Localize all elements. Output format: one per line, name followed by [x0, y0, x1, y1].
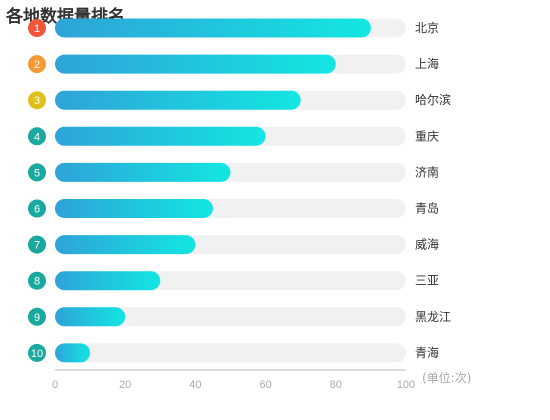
- category-label: 北京: [415, 21, 439, 35]
- category-label: 青海: [415, 345, 439, 360]
- rank-number: 7: [34, 240, 40, 252]
- rank-badge: [28, 271, 46, 290]
- bar-8: [55, 271, 161, 291]
- x-tick-label: 100: [397, 379, 415, 391]
- category-label: 上海: [415, 56, 439, 71]
- bar-track: [55, 343, 406, 363]
- bar-row: 5 济南: [28, 162, 439, 182]
- bar-row: 6 青岛: [28, 199, 439, 218]
- bar-1: [55, 18, 371, 38]
- bar-rows: 1 北京 2 上海 3 哈尔滨 4 重庆 5 济南 6 青岛 7 威海 8 三亚 9 黑龙江 10 青海: [28, 18, 451, 363]
- bar-row: 3 哈尔滨: [28, 90, 451, 110]
- category-label: 重庆: [415, 129, 439, 143]
- rank-badge: [28, 127, 46, 146]
- rank-number: 9: [34, 312, 40, 324]
- rank-badge: [28, 199, 46, 218]
- category-label: 济南: [415, 164, 439, 179]
- bar-3: [55, 90, 301, 110]
- rank-number: 10: [31, 348, 43, 360]
- category-label: 威海: [415, 237, 439, 252]
- rank-badge: [28, 19, 46, 37]
- x-tick-label: 60: [259, 379, 271, 391]
- rank-number: 6: [34, 204, 40, 216]
- rank-number: 1: [34, 23, 40, 35]
- bar-5: [55, 162, 231, 182]
- rank-number: 4: [34, 131, 40, 143]
- x-axis-ticks: 0 20 40 60 80 100: [52, 379, 415, 391]
- x-tick-label: 40: [189, 379, 201, 391]
- category-label: 青岛: [415, 201, 439, 216]
- bar-row: 10 青海: [28, 343, 439, 363]
- bar-4: [55, 126, 266, 146]
- bar-track: [55, 307, 406, 327]
- rank-badge: [28, 55, 46, 74]
- rank-number: 5: [34, 167, 40, 179]
- x-tick-label: 0: [52, 379, 58, 391]
- x-tick-label: 80: [330, 379, 342, 391]
- rank-badge: [28, 91, 46, 110]
- rank-badge: [28, 163, 46, 182]
- category-label: 黑龙江: [415, 310, 451, 324]
- rank-badge: [28, 307, 46, 326]
- bar-7: [55, 235, 196, 255]
- category-label: 三亚: [415, 274, 439, 288]
- bar-6: [55, 199, 213, 218]
- bar-9: [55, 307, 126, 327]
- bar-row: 8 三亚: [28, 271, 439, 291]
- rank-number: 2: [34, 59, 40, 71]
- bar-row: 9 黑龙江: [28, 307, 451, 327]
- bar-row: 2 上海: [28, 54, 439, 74]
- rank-badge: [28, 235, 46, 254]
- bar-row: 4 重庆: [28, 126, 439, 146]
- bar-row: 7 威海: [28, 235, 439, 255]
- bar-row: 1 北京: [28, 18, 439, 38]
- x-tick-label: 20: [119, 379, 131, 391]
- category-label: 哈尔滨: [415, 92, 451, 107]
- rank-badge: [28, 343, 46, 362]
- rank-number: 8: [34, 276, 40, 288]
- bar-10: [55, 343, 91, 363]
- rank-number: 3: [34, 95, 40, 107]
- x-axis-unit-label: (单位:次): [422, 370, 471, 385]
- bar-2: [55, 54, 336, 74]
